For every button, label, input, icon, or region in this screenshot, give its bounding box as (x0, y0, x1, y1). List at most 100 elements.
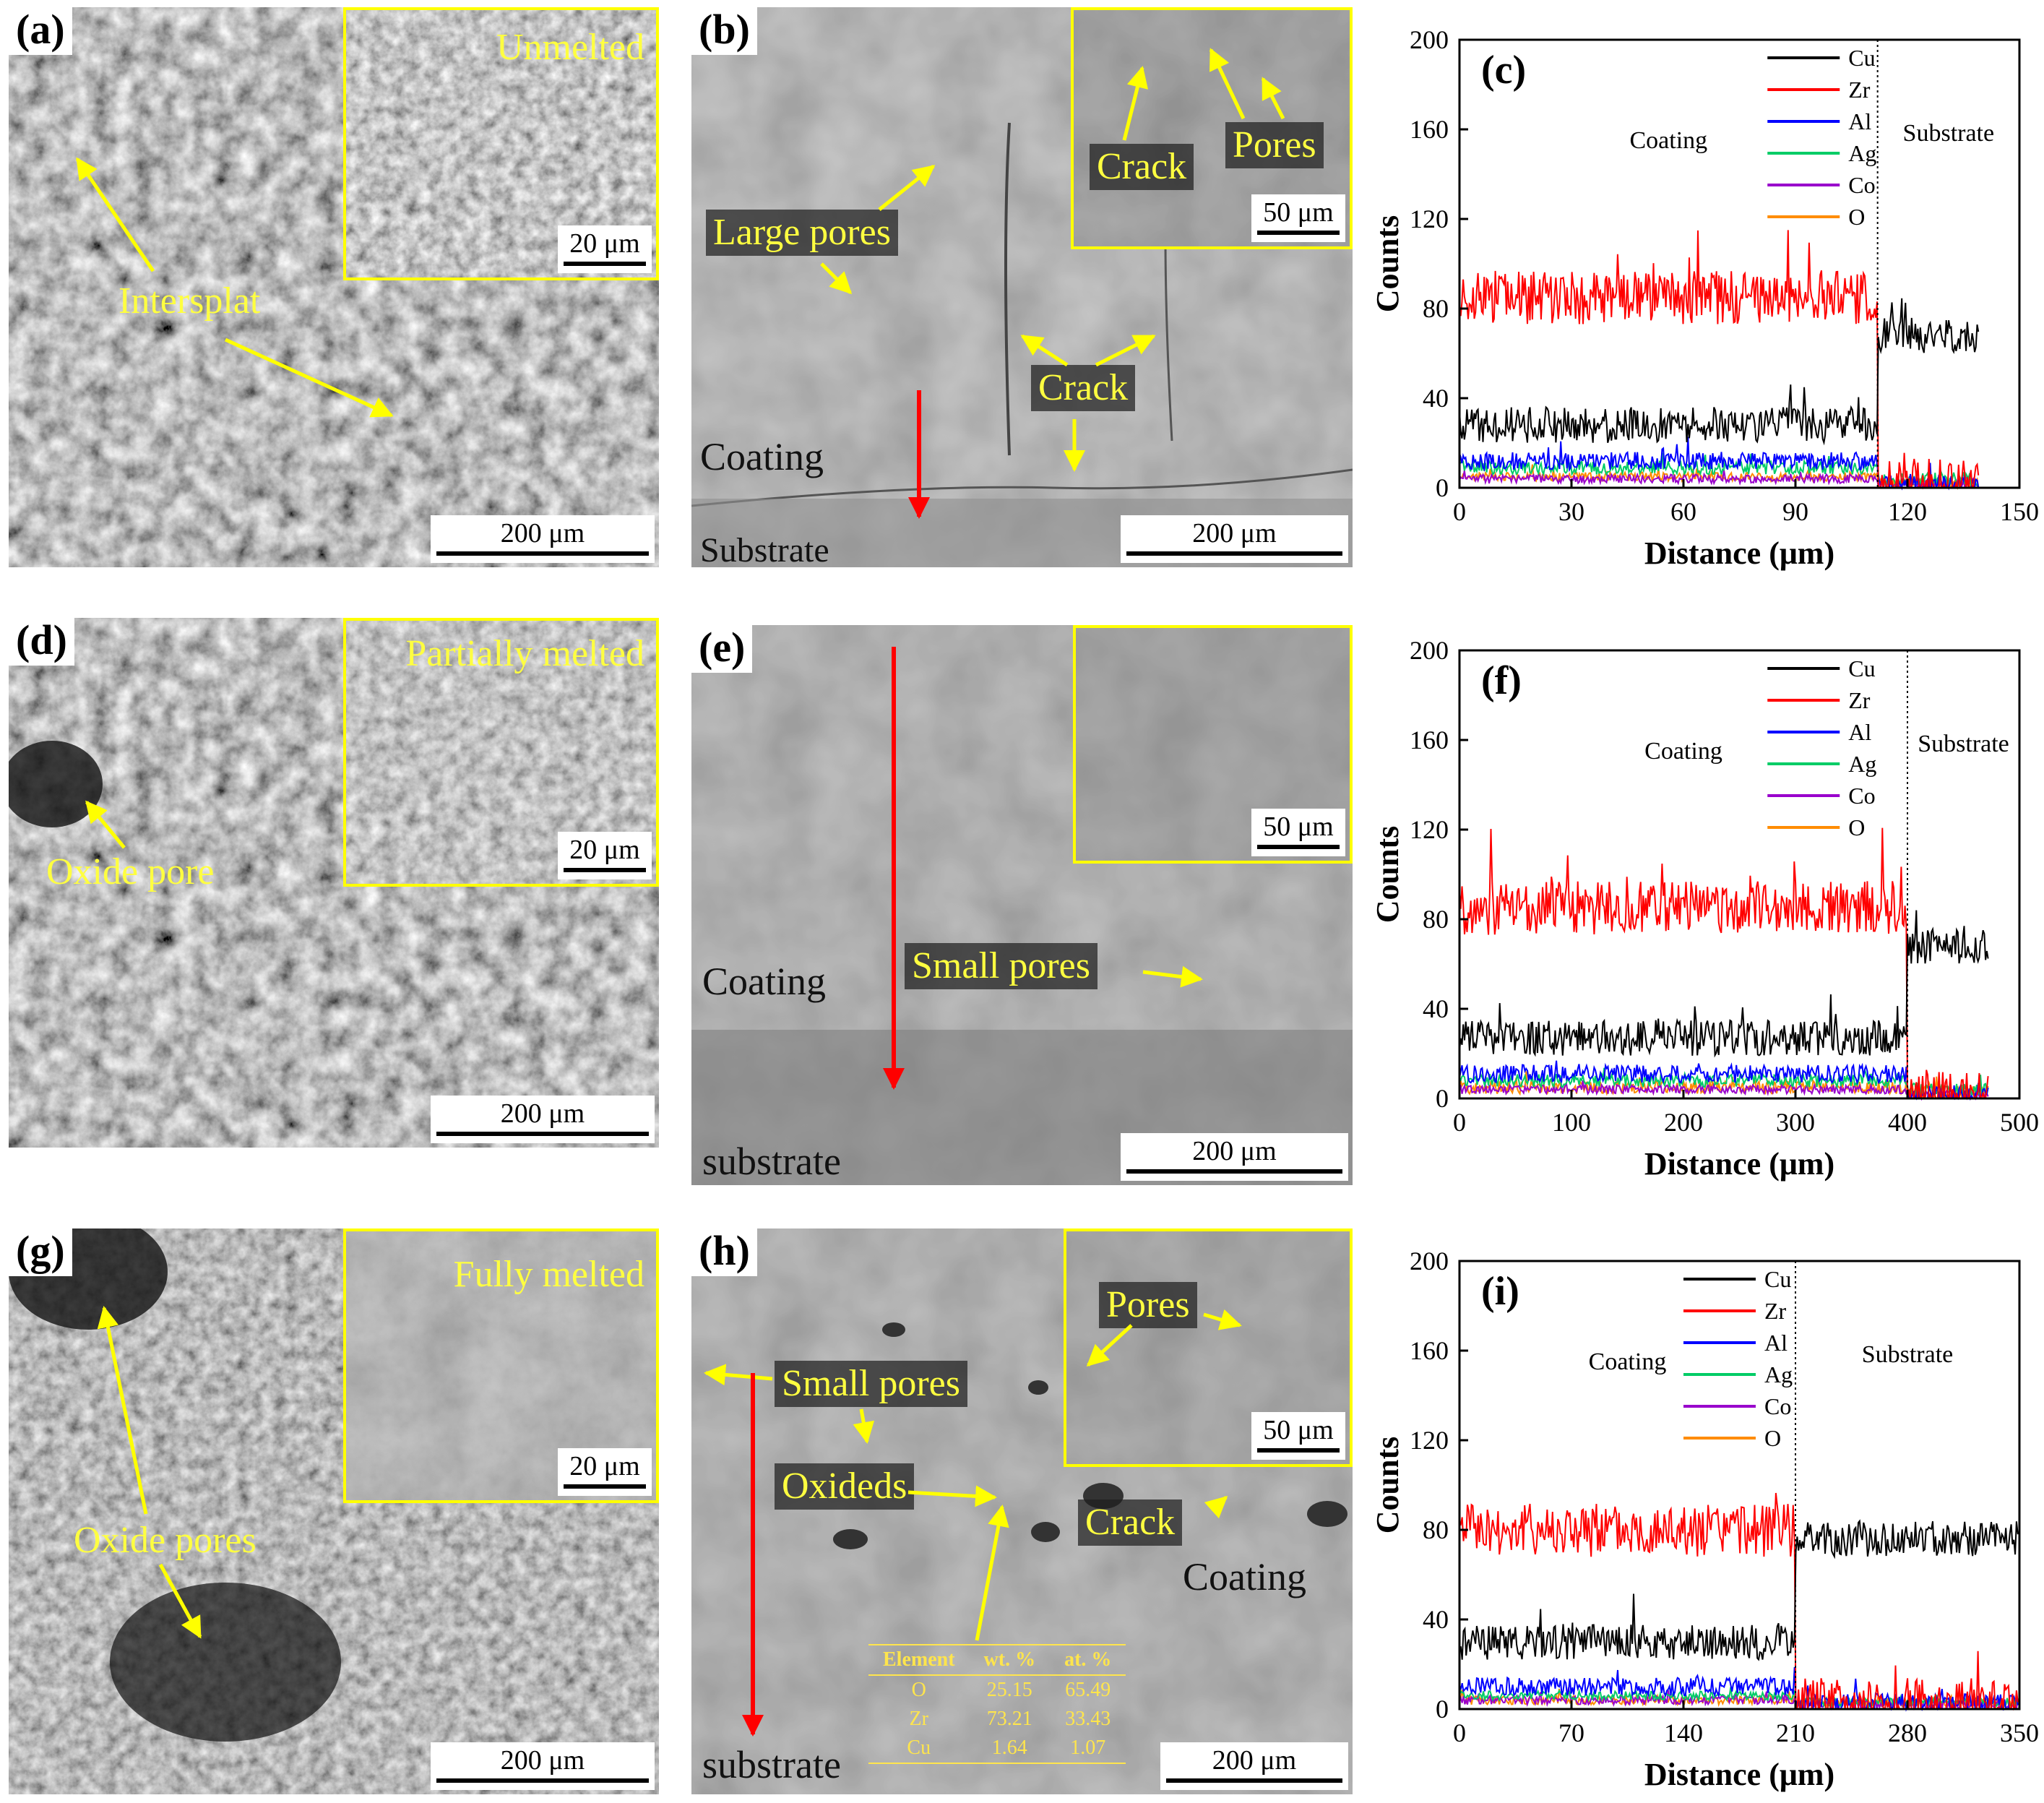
coating-label: Coating (1183, 1555, 1306, 1598)
annotation-oxide-pores: Oxide pores (74, 1520, 256, 1561)
y-axis-label: Counts (1370, 826, 1405, 924)
legend-label-Al: Al (1848, 108, 1871, 134)
oxideds-label: Oxideds (775, 1463, 915, 1510)
eds-cell: Cu (868, 1734, 970, 1764)
panel-label: (c) (1481, 48, 1526, 92)
eds-cell: 65.49 (1065, 1679, 1111, 1701)
series-line-Zr (1459, 1492, 2019, 1711)
plot-frame (1458, 38, 2021, 489)
legend-label-Ag: Ag (1848, 140, 1876, 166)
y-tick-label: 40 (1423, 994, 1449, 1023)
y-tick-label: 200 (1410, 25, 1449, 54)
inset-title: Partially melted (405, 633, 644, 674)
y-axis-label: Counts (1370, 1437, 1405, 1534)
eds-table: Element wt. % at. % O 25.15 65.49 Zr 73.… (868, 1644, 1126, 1764)
panel-label: (a) (9, 7, 72, 55)
eds-cell: O (911, 1679, 926, 1701)
plot-frame (1458, 649, 2021, 1100)
scale-bar: 200 μm (1121, 515, 1348, 563)
x-tick-label: 0 (1453, 1718, 1466, 1747)
y-tick-label: 80 (1423, 294, 1449, 323)
legend-label-Co: Co (1848, 783, 1875, 809)
legend-label-Cu: Cu (1848, 45, 1875, 71)
panel-label: (h) (691, 1228, 757, 1276)
scale-bar: 200 μm (1121, 1133, 1348, 1181)
legend-label-Co: Co (1848, 172, 1875, 198)
series-line-Cu (1459, 298, 1980, 446)
line-profile-chart-f: 0 100 200 300 400 500 0 40 80 120 160 200 Distance (… (1358, 625, 2039, 1189)
line-profile-chart-i: 0 70 140 210 280 350 0 40 80 120 160 200 Distance (μ… (1358, 1236, 2039, 1799)
eds-row: O 25.15 65.49 (868, 1675, 1126, 1705)
coating-label: Coating (702, 960, 826, 1003)
y-tick-label: 160 (1410, 1336, 1449, 1365)
x-tick-label: 210 (1776, 1718, 1815, 1747)
legend-label-O: O (1848, 204, 1865, 230)
inset-scale-bar: 50 μm (1251, 1412, 1345, 1460)
series-line-Zr (1459, 230, 1980, 489)
y-tick-label: 200 (1410, 636, 1449, 665)
coating-label: Coating (700, 435, 824, 478)
eds-header: at. % (1050, 1644, 1126, 1676)
x-axis-label: Distance (μm) (1644, 1757, 1834, 1792)
inset-title: Unmelted (496, 27, 644, 68)
y-tick-label: 80 (1423, 905, 1449, 934)
series-line-Zr (1459, 827, 1989, 1100)
x-tick-label: 30 (1558, 497, 1584, 526)
scale-bar: 200 μm (431, 1742, 655, 1790)
legend-label-Ag: Ag (1764, 1361, 1793, 1387)
y-tick-label: 40 (1423, 1605, 1449, 1634)
inset-e: 50 μm (1073, 625, 1353, 864)
region-label-substrate: Substrate (1862, 1341, 1954, 1368)
x-tick-label: 150 (2000, 497, 2039, 526)
legend-label-Zr: Zr (1848, 77, 1871, 103)
panel-label: (d) (9, 618, 74, 666)
x-tick-label: 90 (1782, 497, 1808, 526)
x-tick-label: 200 (1664, 1108, 1703, 1137)
inset-scale-bar: 20 μm (558, 225, 652, 273)
line-profile-chart-c: 0 30 60 90 120 150 0 40 80 120 160 200 Distance (μm)… (1358, 14, 2039, 578)
substrate-label: Substrate (700, 531, 829, 568)
annotation-oxide-pore: Oxide pore (46, 851, 215, 892)
legend-label-Cu: Cu (1764, 1266, 1791, 1292)
inset-h: Pores 50 μm (1064, 1228, 1353, 1467)
inset-b: Crack Pores 50 μm (1071, 7, 1353, 249)
region-label-coating: Coating (1629, 127, 1707, 154)
x-axis-label: Distance (μm) (1644, 535, 1834, 571)
y-tick-label: 120 (1410, 815, 1449, 844)
y-tick-label: 160 (1410, 115, 1449, 144)
legend-label-Zr: Zr (1764, 1298, 1787, 1324)
x-tick-label: 0 (1453, 1108, 1466, 1137)
inset-title: Fully melted (453, 1254, 644, 1295)
small-pores-label: Small pores (905, 943, 1098, 989)
annotation-intersplat: Intersplat (118, 280, 261, 322)
inset-crack-label: Crack (1090, 144, 1194, 190)
legend-label-Al: Al (1764, 1330, 1788, 1356)
sem-panel-h: Pores 50 μm (h) Small pores Oxideds Crac… (691, 1228, 1353, 1794)
eds-cell: 73.21 (986, 1708, 1032, 1730)
large-pores-label: Large pores (706, 210, 898, 256)
plot-frame (1458, 1260, 2021, 1711)
sem-panel-a: Unmelted 20 μm (a) Intersplat 200 μm (9, 7, 659, 567)
panel-label: (i) (1481, 1269, 1519, 1314)
substrate-label: substrate (702, 1743, 841, 1786)
legend-label-Zr: Zr (1848, 687, 1871, 713)
x-tick-label: 500 (2000, 1108, 2039, 1137)
eds-header: wt. % (969, 1644, 1051, 1676)
y-tick-label: 200 (1410, 1247, 1449, 1275)
y-tick-label: 120 (1410, 1426, 1449, 1455)
x-tick-label: 140 (1664, 1718, 1703, 1747)
eds-row: Cu 1.64 1.07 (868, 1734, 1126, 1764)
y-tick-label: 0 (1436, 1695, 1449, 1724)
region-label-substrate: Substrate (1903, 120, 1995, 147)
legend-label-Ag: Ag (1848, 751, 1876, 777)
eds-cell: Zr (909, 1708, 928, 1730)
region-label-coating: Coating (1644, 738, 1722, 765)
x-tick-label: 280 (1888, 1718, 1927, 1747)
series-line-Al (1459, 1667, 2019, 1712)
crack-label: Crack (1078, 1499, 1183, 1546)
y-tick-label: 0 (1436, 473, 1449, 502)
eds-header: Element (868, 1644, 970, 1676)
series-line-Ag (1459, 1067, 1989, 1098)
x-tick-label: 100 (1552, 1108, 1591, 1137)
legend-label-O: O (1848, 814, 1865, 840)
